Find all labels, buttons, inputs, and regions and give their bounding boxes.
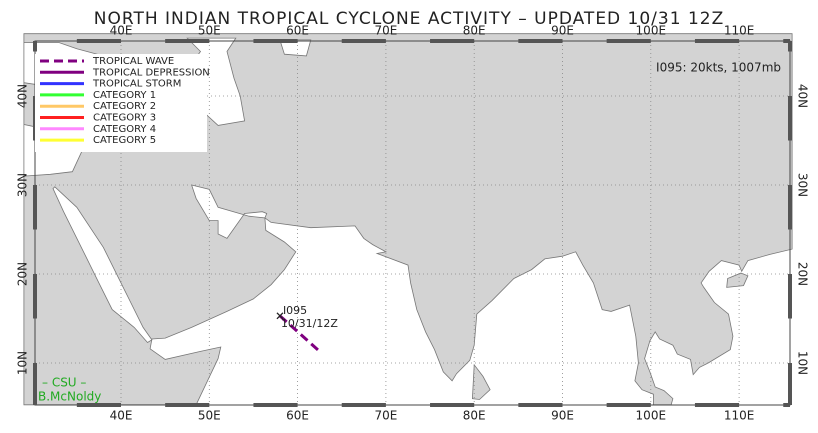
storm-marker bbox=[276, 312, 284, 320]
lon-label: 50E bbox=[198, 24, 221, 38]
axis-labels: 40E 40E 50E 50E 60E 60E 70E 70E 80E 80E 90E 90E 100E… bbox=[16, 24, 810, 423]
lon-label: 40E bbox=[110, 409, 133, 423]
storm-time: 10/31/12Z bbox=[281, 317, 338, 330]
frame-bar bbox=[33, 363, 37, 405]
lon-label: 70E bbox=[374, 24, 397, 38]
lon-label: 100E bbox=[636, 24, 667, 38]
lon-label: 80E bbox=[463, 24, 486, 38]
frame-bar bbox=[788, 185, 792, 230]
lat-label: 30N bbox=[16, 173, 30, 197]
frame-bar bbox=[76, 39, 121, 43]
frame-bar bbox=[783, 403, 790, 407]
legend-box bbox=[35, 54, 207, 152]
frame-bar bbox=[788, 41, 792, 52]
frame-bar bbox=[788, 274, 792, 319]
lon-label: 60E bbox=[286, 24, 309, 38]
lon-label: 90E bbox=[551, 24, 574, 38]
lat-label: 20N bbox=[796, 262, 810, 286]
frame-bar bbox=[253, 39, 298, 43]
water-body bbox=[52, 186, 153, 344]
frame-bar bbox=[606, 403, 651, 407]
legend-label: CATEGORY 3 bbox=[93, 113, 156, 124]
frame-bar bbox=[341, 403, 386, 407]
frame-bar bbox=[165, 39, 210, 43]
status: I095: 20kts, 1007mb bbox=[656, 61, 781, 75]
lon-label: 100E bbox=[636, 409, 667, 423]
frame-bar bbox=[33, 274, 37, 319]
lat-label: 40N bbox=[16, 84, 30, 108]
lat-label: 30N bbox=[796, 173, 810, 197]
frame-bar bbox=[33, 41, 37, 52]
lat-label: 40N bbox=[796, 84, 810, 108]
frame bbox=[33, 39, 792, 407]
legend-label: TROPICAL DEPRESSION bbox=[92, 67, 210, 78]
frame-bar bbox=[783, 39, 790, 43]
legend-label: TROPICAL WAVE bbox=[92, 56, 174, 67]
lon-label: 40E bbox=[110, 24, 133, 38]
frame-bar bbox=[788, 363, 792, 405]
frame-bar bbox=[518, 39, 563, 43]
legend-label: CATEGORY 5 bbox=[93, 135, 156, 146]
frame-bar bbox=[341, 39, 386, 43]
island bbox=[471, 363, 491, 400]
water-body bbox=[279, 39, 312, 57]
title: NORTH INDIAN TROPICAL CYCLONE ACTIVITY –… bbox=[94, 9, 724, 29]
lat-label: 20N bbox=[16, 262, 30, 286]
legend-label: TROPICAL STORM bbox=[92, 79, 181, 90]
lon-label: 60E bbox=[286, 409, 309, 423]
frame-bar bbox=[606, 39, 651, 43]
lon-label: 50E bbox=[198, 409, 221, 423]
frame-bar bbox=[694, 39, 740, 43]
water-body bbox=[190, 184, 268, 239]
frame-bar bbox=[430, 39, 475, 43]
frame-bar bbox=[430, 403, 475, 407]
landmass bbox=[23, 33, 793, 406]
lon-label: 70E bbox=[374, 409, 397, 423]
storm-name: I095 bbox=[283, 304, 307, 317]
lon-label: 80E bbox=[463, 409, 486, 423]
lat-label: 10N bbox=[16, 351, 30, 375]
track-line bbox=[278, 314, 321, 353]
credit: B.McNoldy bbox=[38, 390, 101, 404]
frame-bar bbox=[694, 403, 740, 407]
legend-label: CATEGORY 4 bbox=[93, 124, 156, 135]
lon-label: 110E bbox=[724, 409, 755, 423]
frame-bar bbox=[518, 403, 563, 407]
legend-label: CATEGORY 2 bbox=[93, 101, 156, 112]
credit: – CSU – bbox=[42, 376, 86, 390]
legend-label: CATEGORY 1 bbox=[93, 90, 156, 101]
frame-bar bbox=[33, 185, 37, 230]
island bbox=[726, 272, 749, 288]
frame-bar bbox=[165, 403, 210, 407]
lat-label: 10N bbox=[796, 351, 810, 375]
frame-bar bbox=[788, 96, 792, 141]
lon-label: 110E bbox=[724, 24, 755, 38]
lon-label: 90E bbox=[551, 409, 574, 423]
frame-bar bbox=[76, 403, 121, 407]
frame-bar bbox=[253, 403, 298, 407]
